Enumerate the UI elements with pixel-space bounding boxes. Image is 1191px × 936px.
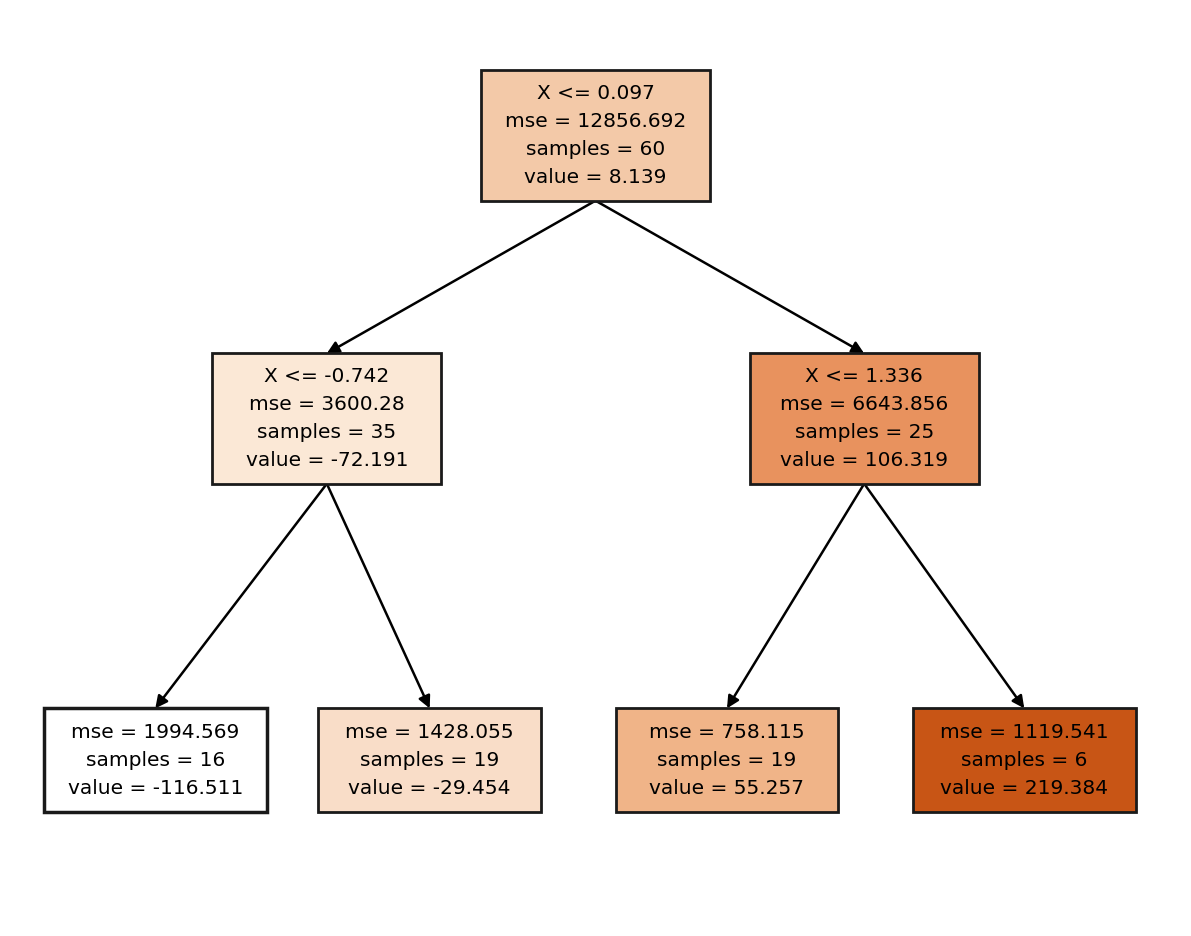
Text: mse = 1428.055
samples = 19
value = -29.454: mse = 1428.055 samples = 19 value = -29.… [345,723,515,797]
FancyBboxPatch shape [44,709,267,812]
Text: X <= -0.742
mse = 3600.28
samples = 35
value = -72.191: X <= -0.742 mse = 3600.28 samples = 35 v… [245,367,409,470]
Text: X <= 0.097
mse = 12856.692
samples = 60
value = 8.139: X <= 0.097 mse = 12856.692 samples = 60 … [505,84,686,187]
FancyBboxPatch shape [616,709,838,812]
Text: mse = 1119.541
samples = 6
value = 219.384: mse = 1119.541 samples = 6 value = 219.3… [940,723,1109,797]
Text: mse = 1994.569
samples = 16
value = -116.511: mse = 1994.569 samples = 16 value = -116… [68,723,243,797]
FancyBboxPatch shape [481,70,710,200]
Text: mse = 758.115
samples = 19
value = 55.257: mse = 758.115 samples = 19 value = 55.25… [649,723,805,797]
FancyBboxPatch shape [750,354,979,484]
FancyBboxPatch shape [912,709,1136,812]
Text: X <= 1.336
mse = 6643.856
samples = 25
value = 106.319: X <= 1.336 mse = 6643.856 samples = 25 v… [780,367,948,470]
FancyBboxPatch shape [318,709,541,812]
FancyBboxPatch shape [212,354,441,484]
